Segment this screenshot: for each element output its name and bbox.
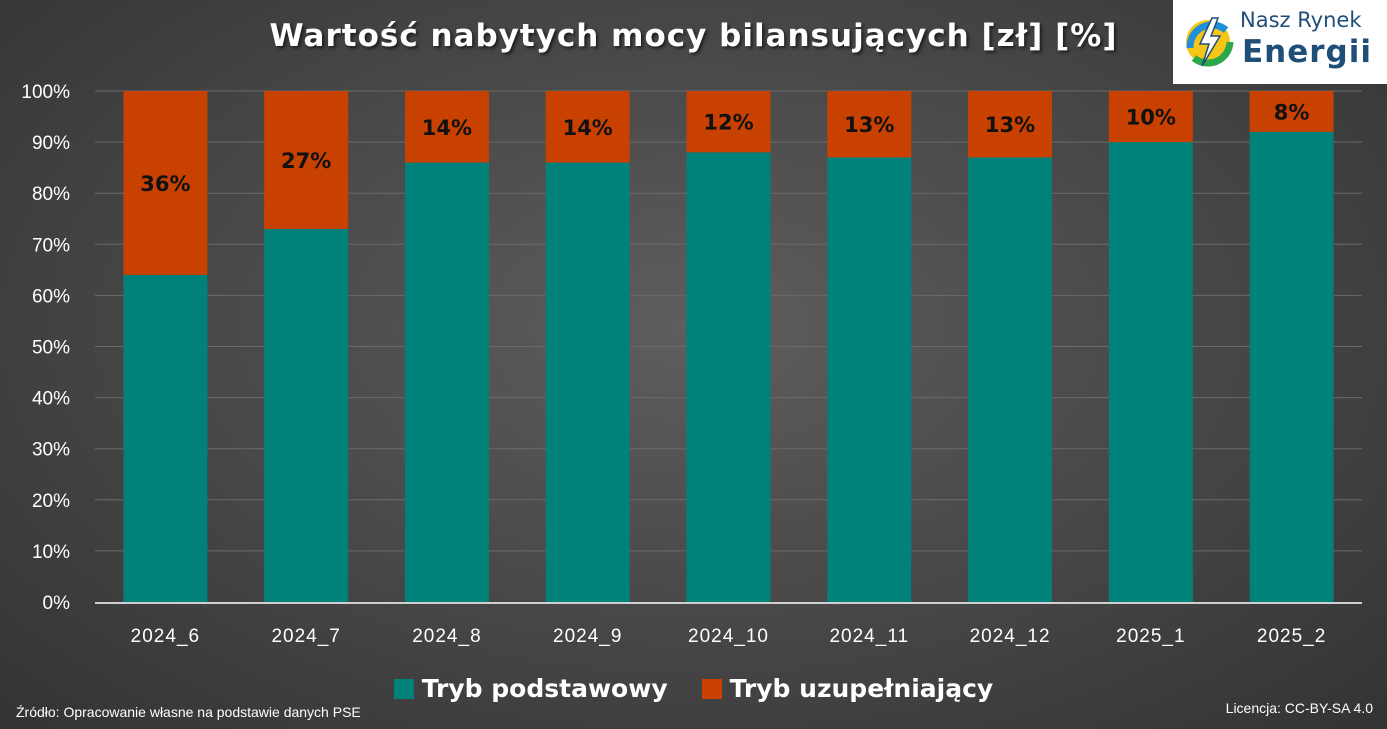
- y-tick-label: 30%: [32, 440, 70, 461]
- x-tick-label: 2025_1: [1116, 626, 1185, 647]
- bar-basic: [968, 157, 1053, 602]
- brand-logo: Nasz Rynek Energii: [1173, 0, 1387, 84]
- bar-supplementary: [827, 91, 912, 158]
- x-tick-label: 2024_12: [970, 626, 1051, 647]
- y-tick-label: 50%: [32, 338, 70, 359]
- y-tick-label: 100%: [21, 82, 70, 103]
- bar-basic: [264, 228, 349, 602]
- data-label: 13%: [985, 113, 1035, 137]
- bar-supplementary: [123, 91, 208, 275]
- bar-basic: [1108, 142, 1193, 602]
- bar-basic: [123, 274, 208, 602]
- bar-supplementary: [264, 91, 349, 229]
- x-tick-label: 2024_8: [412, 626, 481, 647]
- legend: Tryb podstawowy Tryb uzupełniający: [0, 674, 1387, 703]
- data-label: 14%: [422, 116, 472, 140]
- y-tick-label: 60%: [32, 286, 70, 307]
- legend-label-supplementary: Tryb uzupełniający: [729, 674, 994, 703]
- logo-text-line2: Energii: [1242, 34, 1373, 70]
- y-tick-label: 40%: [32, 389, 70, 410]
- bar-basic: [1249, 131, 1334, 602]
- data-label: 13%: [844, 113, 894, 137]
- bar-supplementary: [545, 91, 630, 163]
- y-tick-label: 90%: [32, 133, 70, 154]
- x-tick-label: 2024_7: [271, 626, 340, 647]
- bar-supplementary: [686, 91, 771, 153]
- y-tick-label: 20%: [32, 491, 70, 512]
- x-tick-label: 2025_2: [1257, 626, 1326, 647]
- source-note: Źródło: Opracowanie własne na podstawie …: [16, 704, 361, 720]
- data-label: 36%: [140, 172, 190, 196]
- bar-basic: [404, 162, 489, 603]
- legend-item-basic: Tryb podstawowy: [393, 674, 668, 703]
- logo-text-line1: Nasz Rynek: [1240, 8, 1362, 32]
- y-tick-label: 70%: [32, 235, 70, 256]
- legend-swatch-supplementary: [701, 678, 722, 699]
- bar-supplementary: [404, 91, 489, 163]
- y-tick-label: 0%: [43, 593, 71, 614]
- bar-supplementary: [1249, 91, 1334, 132]
- bar-basic: [545, 162, 630, 603]
- data-label: 14%: [563, 116, 613, 140]
- legend-item-supplementary: Tryb uzupełniający: [701, 674, 994, 703]
- x-tick-label: 2024_11: [829, 626, 909, 647]
- bar-basic: [686, 152, 771, 602]
- data-label: 27%: [281, 149, 331, 173]
- y-tick-label: 10%: [32, 542, 70, 563]
- bar-supplementary: [968, 91, 1053, 158]
- bar-supplementary: [1108, 91, 1193, 143]
- x-tick-label: 2024_10: [688, 626, 769, 647]
- x-tick-label: 2024_9: [553, 626, 622, 647]
- data-label: 10%: [1126, 106, 1176, 130]
- y-tick-label: 80%: [32, 184, 70, 205]
- legend-label-basic: Tryb podstawowy: [421, 674, 668, 703]
- lightning-globe-icon: [1186, 17, 1234, 67]
- x-tick-label: 2024_6: [131, 626, 200, 647]
- bar-basic: [827, 157, 912, 602]
- data-label: 8%: [1274, 100, 1310, 124]
- chart-title: Wartość nabytych mocy bilansujących [zł]…: [269, 18, 1118, 54]
- data-label: 12%: [703, 111, 753, 135]
- license-note: Licencja: CC-BY-SA 4.0: [1225, 700, 1373, 716]
- legend-swatch-basic: [393, 678, 414, 699]
